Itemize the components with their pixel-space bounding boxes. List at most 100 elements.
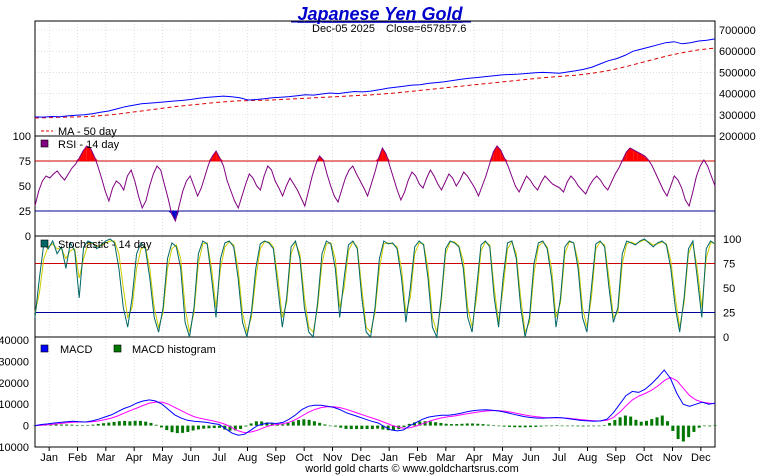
macd-hist-bar (281, 424, 285, 426)
macd-hist-bar (555, 425, 559, 427)
macd-hist-bar (586, 425, 590, 427)
macd-hist-bar (307, 419, 311, 426)
price-tick-label: 300000 (719, 110, 756, 122)
month-tick-label: Jul (552, 452, 566, 464)
rsi-overbought-fill (212, 151, 217, 161)
macd-hist-bar (170, 425, 174, 433)
macd-hist-bar (571, 425, 575, 427)
macd-hist-bar (623, 415, 627, 426)
month-tick-label: Sep (266, 452, 286, 464)
macd-hist-bar (386, 425, 390, 431)
macd-hist-bar (254, 421, 258, 426)
rsi-legend-swatch (40, 139, 49, 148)
rsi-overbought-fill (493, 146, 497, 161)
macd-hist-bar (202, 425, 206, 429)
macd-line (34, 369, 716, 436)
macd-hist-bar (713, 424, 717, 426)
month-tick-label: Dec (351, 452, 371, 464)
macd-hist-bar (455, 424, 459, 426)
macd-hist-bar (117, 421, 121, 426)
macd-hist-bar (65, 424, 69, 426)
stoch-tick-label: 25 (723, 308, 735, 320)
month-tick-label: Nov (663, 452, 683, 464)
rsi-overbought-fill (496, 146, 501, 161)
macd-hist-bar (671, 425, 675, 431)
rsi-line (34, 145, 716, 223)
macd-hist-bar (123, 420, 127, 426)
macd-hist-bar (418, 421, 422, 426)
month-tick-label: Feb (408, 452, 427, 464)
ma-legend-label: MA - 50 day (58, 126, 117, 138)
macd-hist-legend-label: MACD histogram (132, 344, 216, 356)
macd-hist-bar (476, 423, 480, 426)
macd-hist-bar (465, 423, 469, 426)
rsi-overbought-fill (323, 160, 327, 161)
macd-hist-bar (539, 425, 543, 427)
rsi-oversold-fill (175, 211, 180, 221)
macd-hist-bar (355, 425, 359, 430)
macd-hist-bar (239, 425, 243, 429)
macd-hist-bar (428, 421, 432, 426)
rsi-tick-label: 75 (19, 156, 31, 168)
macd-hist-bar (666, 421, 670, 426)
price-tick-label: 600000 (719, 46, 756, 58)
month-tick-label: Sep (606, 452, 626, 464)
macd-hist-bar (275, 424, 279, 426)
month-tick-label: Oct (296, 452, 313, 464)
price-line (34, 38, 716, 118)
macd-hist-bar (507, 425, 511, 427)
macd-hist-bar (96, 423, 100, 426)
price-tick-label: 500000 (719, 67, 756, 79)
macd-hist-bar (413, 422, 417, 426)
macd-hist-bar (692, 425, 696, 432)
chart-footer: world gold charts © www.goldchartsrus.co… (304, 463, 519, 475)
month-tick-label: May (152, 452, 173, 464)
macd-hist-bar (128, 421, 132, 426)
macd-hist-bar (681, 425, 685, 442)
macd-tick-label: 10000 (0, 399, 29, 411)
macd-hist-bar (107, 422, 111, 426)
macd-hist-bar (576, 425, 580, 427)
macd-hist-bar (697, 425, 701, 428)
macd-hist-bar (544, 425, 548, 427)
subtitle-date: Dec-05 2025 (312, 23, 375, 35)
subtitle-close: Close=657857.6 (386, 23, 466, 35)
macd-hist-bar (365, 425, 369, 430)
stoch-tick-label: 0 (723, 332, 729, 344)
macd-hist-bar (581, 425, 585, 427)
rsi-tick-label: 100 (13, 131, 31, 143)
macd-hist-bar (560, 425, 564, 427)
marks-layer (33, 38, 717, 442)
month-tick-label: Apr (126, 452, 143, 464)
macd-hist-bar (80, 425, 84, 427)
macd-hist-bar (613, 420, 617, 426)
rsi-tick-label: 25 (19, 206, 31, 218)
macd-hist-bar (154, 424, 158, 426)
macd-hist-bar (534, 425, 538, 427)
rsi-overbought-fill (637, 152, 642, 161)
macd-hist-bar (160, 425, 164, 428)
ma-50-line (34, 47, 716, 119)
stoch-legend-label: Stochastic - 14 day (58, 239, 152, 251)
macd-hist-bar (676, 425, 680, 440)
ticks-layer: Jan Feb Mar Apr May Jun Jul Aug Sep Oct Nov Dec Jan F… (0, 25, 756, 464)
macd-hist-bar (33, 425, 37, 427)
macd-hist-bar (175, 425, 179, 434)
macd-hist-bar (650, 419, 654, 426)
macd-hist-bar (523, 425, 527, 428)
stoch-k-line (34, 238, 716, 339)
macd-hist-bar (513, 425, 517, 428)
macd-hist-bar (75, 425, 79, 426)
macd-hist-bar (349, 425, 353, 430)
month-tick-label: May (492, 452, 513, 464)
macd-hist-bar (91, 424, 95, 426)
macd-hist-bar (102, 423, 106, 426)
macd-tick-label: 40000 (0, 335, 29, 347)
macd-hist-bar (59, 424, 63, 426)
macd-hist-bar (486, 424, 490, 426)
rsi-overbought-fill (633, 150, 638, 161)
macd-hist-bar (702, 425, 706, 427)
month-tick-label: Apr (466, 452, 483, 464)
chart-title: Japanese Yen Gold (297, 4, 463, 24)
